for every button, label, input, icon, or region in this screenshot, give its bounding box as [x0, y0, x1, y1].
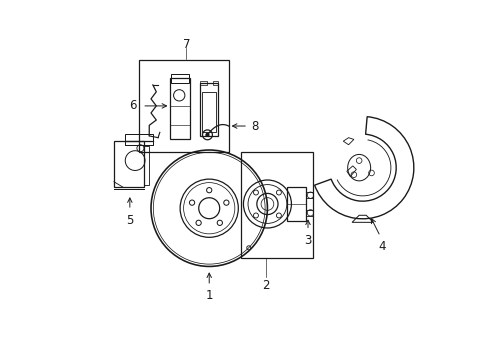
Text: 4: 4 — [378, 240, 385, 253]
Text: 3: 3 — [304, 234, 311, 247]
Bar — [139, 60, 228, 152]
Bar — [212, 81, 218, 85]
Text: 2: 2 — [262, 279, 269, 292]
Bar — [305, 210, 313, 216]
Bar — [114, 141, 143, 187]
Bar — [241, 152, 313, 258]
Bar — [171, 74, 189, 83]
Bar — [170, 78, 189, 139]
Bar — [200, 83, 218, 136]
Circle shape — [205, 134, 208, 136]
Text: 7: 7 — [182, 38, 190, 51]
Bar — [202, 92, 215, 132]
Bar — [124, 134, 152, 145]
Text: 1: 1 — [205, 289, 213, 302]
Text: 5: 5 — [126, 213, 133, 226]
Text: 6: 6 — [129, 99, 137, 112]
Bar — [286, 187, 305, 221]
Bar — [305, 192, 313, 198]
Bar — [200, 81, 206, 85]
Bar — [143, 147, 149, 185]
Text: 8: 8 — [251, 120, 259, 132]
